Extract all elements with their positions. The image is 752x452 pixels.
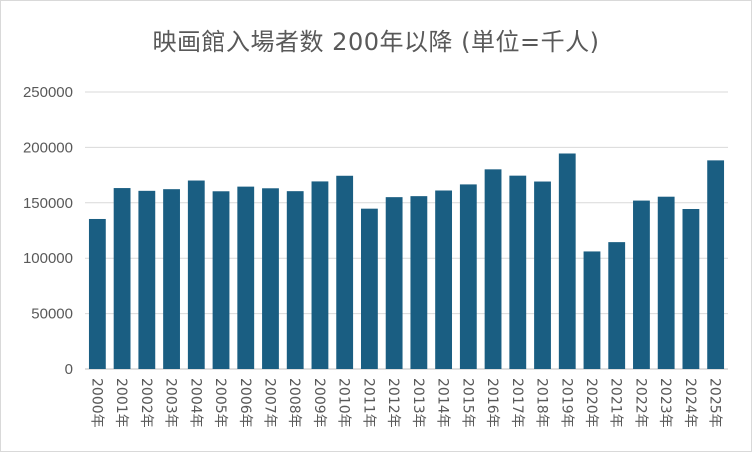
bar: [163, 189, 180, 369]
bar: [360, 208, 378, 369]
x-tick-label: 2014年: [435, 378, 451, 428]
y-tick-label: 150000: [23, 195, 73, 212]
x-tick-label: 2019年: [558, 378, 574, 428]
x-tick-label: 2013年: [410, 378, 426, 428]
x-tick-label: 2008年: [286, 378, 302, 428]
x-tick-label: 2018年: [534, 378, 550, 428]
x-tick-label: 2021年: [608, 378, 624, 428]
x-tick-label: 2025年: [707, 378, 723, 428]
bar: [410, 196, 428, 369]
bar: [113, 188, 131, 369]
x-tick-label: 2022年: [632, 378, 648, 428]
bar: [583, 251, 601, 369]
x-tick-label: 2009年: [311, 378, 327, 428]
bar: [657, 196, 675, 369]
bar: [138, 190, 156, 369]
bar: [237, 186, 255, 369]
x-tick-label: 2002年: [138, 378, 154, 428]
bar: [459, 184, 477, 369]
bar: [509, 175, 527, 369]
x-tick-label: 2003年: [163, 378, 179, 428]
bar: [534, 181, 551, 369]
bar: [558, 153, 576, 369]
bars: [88, 153, 725, 369]
gridlines: [85, 91, 728, 370]
y-tick-label: 100000: [23, 250, 73, 267]
bar: [311, 181, 329, 369]
bar: [88, 218, 106, 369]
y-tick-label: 250000: [23, 84, 73, 101]
bar: [484, 169, 502, 369]
bar: [682, 209, 700, 369]
x-tick-label: 2020年: [583, 378, 599, 428]
x-tick-label: 2000年: [88, 378, 104, 428]
x-tick-label: 2012年: [385, 378, 401, 428]
bar: [212, 191, 230, 369]
bar: [707, 160, 725, 369]
y-axis-ticks: 0 50000 100000 150000 200000 250000: [23, 84, 73, 378]
x-axis-ticks: 2000年 2001年 2002年 2003年 2004年 2005年 2006年 2007年…: [88, 378, 722, 428]
bar: [435, 190, 453, 369]
x-tick-label: 2004年: [187, 378, 203, 428]
x-tick-label: 2016年: [484, 378, 500, 428]
bar: [385, 197, 403, 369]
y-tick-label: 0: [65, 361, 73, 378]
x-tick-label: 2017年: [509, 378, 525, 428]
bar: [187, 180, 205, 369]
x-tick-label: 2010年: [336, 378, 352, 428]
bar: [608, 242, 626, 369]
y-tick-label: 50000: [31, 306, 73, 323]
x-tick-label: 2011年: [360, 378, 376, 428]
y-tick-label: 200000: [23, 139, 73, 156]
x-tick-label: 2001年: [113, 378, 129, 428]
x-tick-label: 2005年: [212, 378, 228, 428]
x-tick-label: 2024年: [682, 378, 698, 428]
bar: [336, 175, 354, 369]
bar: [633, 200, 650, 369]
bar: [262, 188, 279, 369]
bar: [286, 191, 304, 369]
x-tick-label: 2015年: [459, 378, 475, 428]
x-tick-label: 2007年: [261, 378, 277, 428]
x-tick-label: 2006年: [237, 378, 253, 428]
x-tick-label: 2023年: [657, 378, 673, 428]
chart-title: 映画館入場者数 200年以降 (単位=千人): [152, 28, 600, 56]
